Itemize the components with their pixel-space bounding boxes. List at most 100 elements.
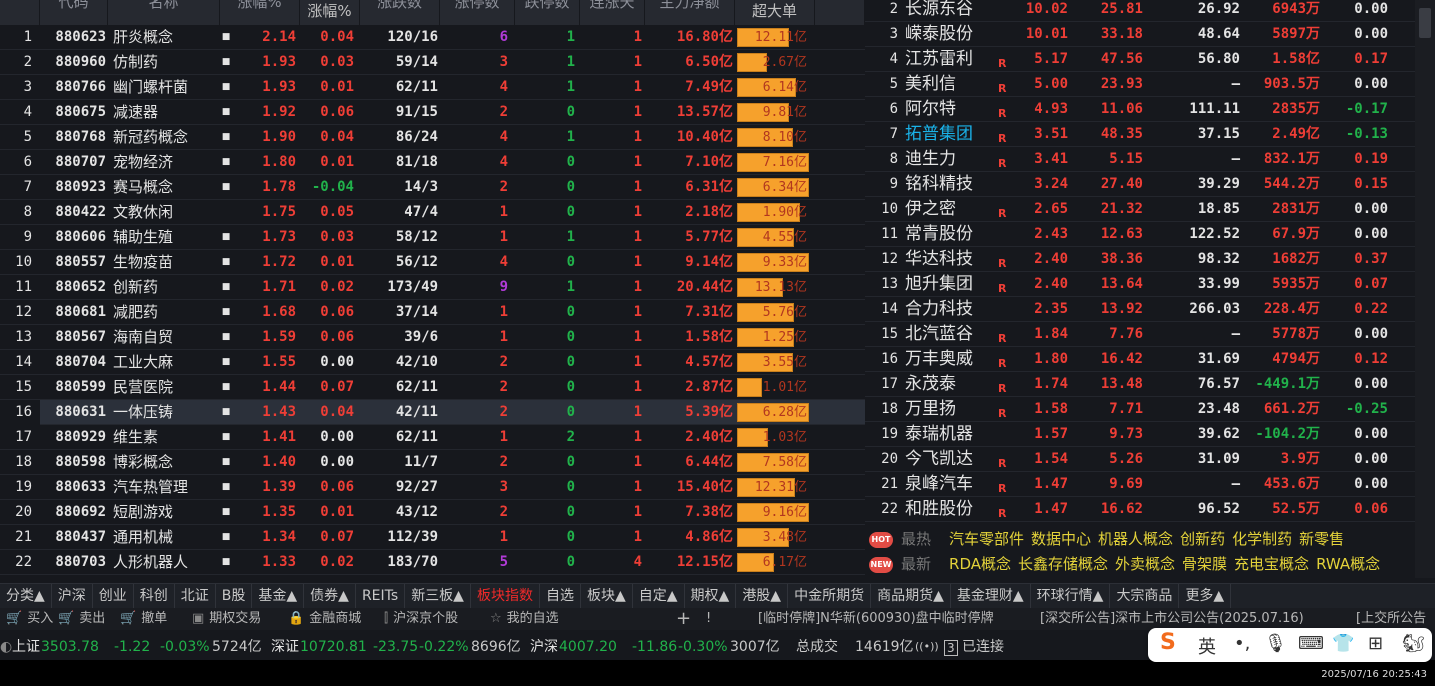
tab-18[interactable]: 基金理财▲ — [951, 584, 1031, 608]
我的自选-button[interactable]: ☆ 我的自选 — [490, 608, 559, 630]
tab-20[interactable]: 大宗商品 — [1110, 584, 1180, 608]
table-row[interactable]: 18 880598 博彩概念 ■ 1.40 0.00 11/7 2 0 1 6.44亿 7.58亿 — [0, 450, 865, 475]
connection-status[interactable]: 已连接 — [962, 639, 1004, 655]
tab-12[interactable]: 板块▲ — [581, 584, 633, 608]
期权交易-button[interactable]: ▣ 期权交易 — [192, 608, 261, 630]
table-row[interactable]: 4 880675 减速器 ■ 1.92 0.06 91/15 2 0 1 13.57亿 9.81亿 — [0, 100, 865, 125]
concept-link[interactable]: 外卖概念 — [1115, 555, 1176, 573]
table-row[interactable]: 20 今飞凯达 R 1.54 5.26 31.09 3.9万 0.00 — [865, 447, 1415, 472]
concept-link[interactable]: 骨架膜 — [1182, 555, 1228, 573]
tab-6[interactable]: 基金▲ — [252, 584, 305, 608]
column-header[interactable]: 涨幅% — [220, 0, 300, 25]
table-row[interactable]: 17 永茂泰 R 1.74 13.48 76.57 -449.1万 0.00 — [865, 372, 1415, 397]
上证-label[interactable]: 上证 — [12, 639, 40, 655]
concept-link[interactable]: 创新药 — [1180, 530, 1226, 548]
tab-19[interactable]: 环球行情▲ — [1031, 584, 1111, 608]
table-row[interactable]: 1 880623 肝炎概念 ■ 2.14 0.04 120/16 6 1 1 16.80亿 12.11… — [0, 25, 865, 50]
tab-7[interactable]: 债券▲ — [304, 584, 356, 608]
table-row[interactable]: 5 880768 新冠药概念 ■ 1.90 0.04 86/24 4 1 1 10.40亿 8.10亿 — [0, 125, 865, 150]
concept-link[interactable]: 新零售 — [1299, 530, 1345, 548]
concept-link[interactable]: RDA概念 — [949, 555, 1011, 573]
sogou-logo-icon[interactable]: S — [1160, 630, 1176, 655]
table-row[interactable]: 22 和胜股份 R 1.47 16.62 96.52 52.5万 0.06 — [865, 497, 1415, 522]
news-ticker-item[interactable]: [临时停牌]N华新(600930)盘中临时停牌 — [758, 611, 994, 626]
tab-21[interactable]: 更多▲ — [1179, 584, 1232, 608]
table-row[interactable]: 5 美利信 R 5.00 23.93 – 903.5万 0.00 — [865, 72, 1415, 97]
tab-14[interactable]: 期权▲ — [685, 584, 737, 608]
concept-link[interactable]: 汽车零部件 — [949, 530, 1025, 548]
买入-button[interactable]: 🛒 买入 — [6, 608, 53, 630]
table-row[interactable]: 10 880557 生物疫苗 ■ 1.72 0.01 56/12 4 0 1 9.14亿 9.33亿 — [0, 250, 865, 275]
column-header[interactable]: 涨幅% — [300, 0, 360, 25]
concept-link[interactable]: 化学制药 — [1232, 530, 1293, 548]
table-row[interactable]: 16 880631 一体压铸 ■ 1.43 0.04 42/11 2 0 1 5.39亿 6.28亿 — [15, 400, 865, 425]
table-row[interactable]: 2 长源东谷 10.02 25.81 26.92 6943万 0.00 — [865, 0, 1415, 22]
table-row[interactable]: 6 880707 宠物经济 ■ 1.80 0.01 81/18 4 0 1 7.10亿 7.16亿 — [0, 150, 865, 175]
table-row[interactable]: 13 880567 海南自贸 ■ 1.59 0.06 39/6 1 0 1 1.58亿 1.25亿 — [0, 325, 865, 350]
table-row[interactable]: 12 华达科技 R 2.40 38.36 98.32 1682万 0.37 — [865, 247, 1415, 272]
alert-icon[interactable]: ! — [706, 611, 712, 626]
tab-11[interactable]: 自选 — [540, 584, 581, 608]
concept-link[interactable]: 长鑫存储概念 — [1018, 555, 1109, 573]
column-header[interactable]: 主力净额 — [645, 0, 735, 25]
table-row[interactable]: 9 880606 辅助生殖 ■ 1.73 0.03 58/12 1 1 1 5.77亿 4.55亿 — [0, 225, 865, 250]
卖出-button[interactable]: 🛒 卖出 — [58, 608, 105, 630]
column-header[interactable]: 涨停数 — [440, 0, 515, 25]
tab-4[interactable]: 北证 — [175, 584, 216, 608]
table-row[interactable]: 16 万丰奥威 R 1.80 16.42 31.69 4794万 0.12 — [865, 347, 1415, 372]
scrollbar-thumb[interactable] — [1419, 8, 1431, 38]
news-ticker-item[interactable]: [深交所公告]深市上市公司公告(2025.07.16) — [1040, 611, 1304, 626]
table-row[interactable]: 14 合力科技 2.35 13.92 266.03 228.4万 0.22 — [865, 297, 1415, 322]
table-row[interactable]: 11 常青股份 2.43 12.63 122.52 67.9万 0.00 — [865, 222, 1415, 247]
table-row[interactable]: 15 北汽蓝谷 R 1.84 7.76 – 5778万 0.00 — [865, 322, 1415, 347]
concept-link[interactable]: 充电宝概念 — [1234, 555, 1310, 573]
table-row[interactable]: 3 880766 幽门螺杆菌 ■ 1.93 0.01 62/11 4 1 1 7.49亿 6.14亿 — [0, 75, 865, 100]
table-row[interactable]: 7 880923 赛马概念 ■ 1.78 -0.04 14/3 2 0 1 6.31亿 6.34亿 — [0, 175, 865, 200]
table-row[interactable]: 6 阿尔特 R 4.93 11.06 111.11 2835万 -0.17 — [865, 97, 1415, 122]
沪深京个股-button[interactable]: ⫿ 沪深京个股 — [384, 608, 458, 630]
tab-5[interactable]: B股 — [216, 584, 253, 608]
table-row[interactable]: 12 880681 减肥药 ■ 1.68 0.06 37/14 1 0 1 7.31亿 5.76亿 — [0, 300, 865, 325]
table-row[interactable]: 21 880437 通用机械 ■ 1.34 0.07 112/39 1 0 1 4.86亿 3.48亿 — [0, 525, 865, 550]
table-row[interactable]: 17 880929 维生素 ■ 1.41 0.00 62/11 1 2 1 2.40亿 1.03亿 — [0, 425, 865, 450]
tab-13[interactable]: 自定▲ — [633, 584, 685, 608]
table-row[interactable]: 8 迪生力 R 3.41 5.15 – 832.1万 0.19 — [865, 147, 1415, 172]
column-header[interactable]: 涨跌数 — [360, 0, 440, 25]
table-row[interactable]: 10 伊之密 R 2.65 21.32 18.85 2831万 0.00 — [865, 197, 1415, 222]
keyboard-icon[interactable]: ⌨ — [1298, 633, 1324, 654]
tab-2[interactable]: 创业 — [93, 584, 134, 608]
table-row[interactable]: 7 拓普集团 R 3.51 48.35 37.15 2.49亿 -0.13 — [865, 122, 1415, 147]
mascot-icon[interactable]: 🐿 — [1402, 633, 1425, 654]
table-row[interactable]: 2 880960 仿制药 ■ 1.93 0.03 59/14 3 1 1 6.50亿 2.67亿 — [0, 50, 865, 75]
table-row[interactable]: 20 880692 短剧游戏 ■ 1.35 0.01 43/12 2 0 1 7.38亿 9.16亿 — [0, 500, 865, 525]
column-header[interactable]: 代码 — [40, 0, 108, 25]
金融商城-button[interactable]: 🔒 金融商城 — [288, 608, 361, 630]
table-row[interactable]: 13 旭升集团 R 2.40 13.64 33.99 5935万 0.07 — [865, 272, 1415, 297]
table-row[interactable]: 9 铭科精技 3.24 27.40 39.29 544.2万 0.15 — [865, 172, 1415, 197]
column-header[interactable]: 连涨天 — [580, 0, 645, 25]
add-button[interactable]: + — [676, 608, 692, 629]
microphone-icon[interactable]: 🎙 — [1264, 633, 1287, 654]
tab-3[interactable]: 科创 — [134, 584, 175, 608]
punctuation-icon[interactable]: •, — [1234, 633, 1251, 654]
沪深-label[interactable]: 沪深 — [530, 639, 558, 655]
concept-link[interactable]: 数据中心 — [1031, 530, 1092, 548]
table-row[interactable]: 3 嵘泰股份 10.01 33.18 48.64 5897万 0.00 — [865, 22, 1415, 47]
tab-8[interactable]: REITs — [356, 584, 406, 608]
news-ticker-item[interactable]: [上交所公告 — [1356, 611, 1427, 626]
column-header[interactable]: 跌停数 — [515, 0, 580, 25]
column-header[interactable]: 名称 — [108, 0, 220, 25]
tab-9[interactable]: 新三板▲ — [405, 584, 471, 608]
撤单-button[interactable]: 🛒 撤单 — [120, 608, 167, 630]
深证-label[interactable]: 深证 — [271, 639, 299, 655]
table-row[interactable]: 15 880599 民营医院 ■ 1.44 0.07 62/11 2 0 1 2.87亿 1.01亿 — [0, 375, 865, 400]
table-row[interactable]: 19 泰瑞机器 1.57 9.73 39.62 -104.2万 0.00 — [865, 422, 1415, 447]
table-row[interactable]: 4 江苏雷利 R 5.17 47.56 56.80 1.58亿 0.17 — [865, 47, 1415, 72]
column-header[interactable]: 超大单 — [735, 0, 815, 25]
skin-icon[interactable]: 👕 — [1332, 633, 1355, 654]
tab-15[interactable]: 港股▲ — [736, 584, 789, 608]
table-row[interactable]: 8 880422 文教休闲 1.75 0.05 47/4 1 0 1 2.18亿 1.90亿 — [0, 200, 865, 225]
apps-grid-icon[interactable]: ⊞ — [1368, 633, 1384, 654]
scrollbar[interactable] — [1415, 0, 1435, 578]
tab-10[interactable]: 板块指数 — [471, 584, 540, 608]
